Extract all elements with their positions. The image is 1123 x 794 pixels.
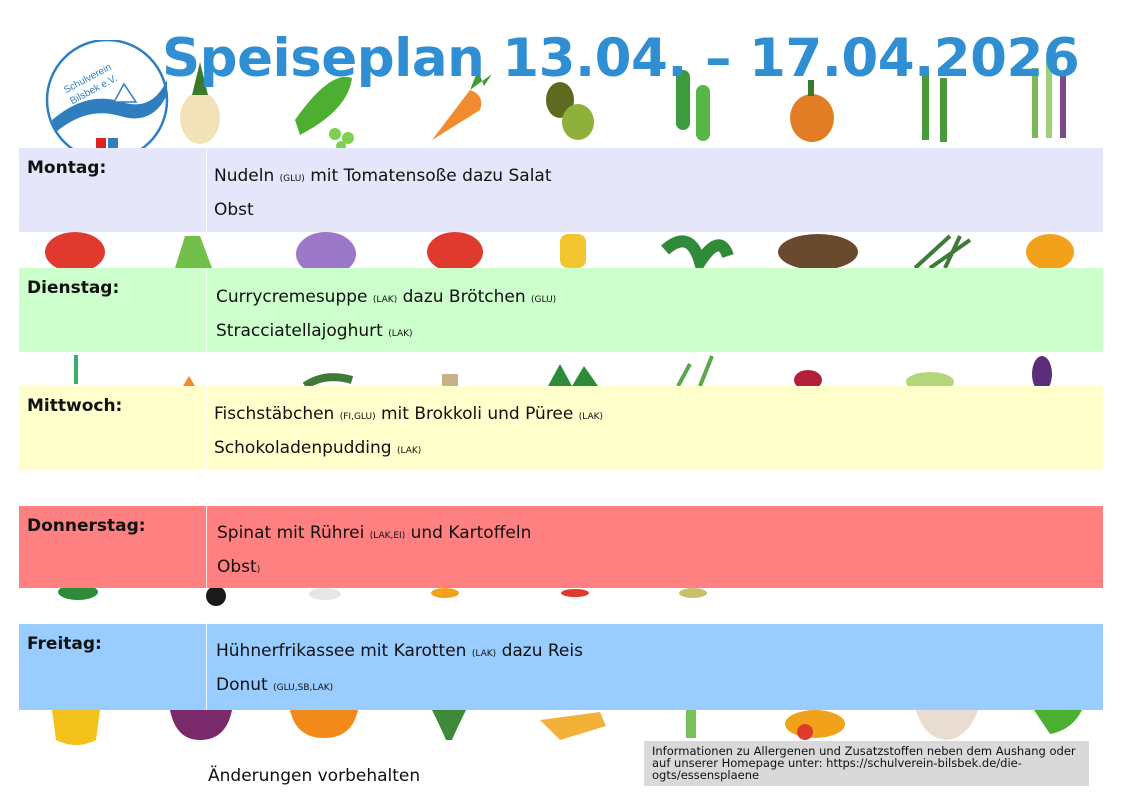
broccoli-icon [548, 364, 598, 386]
dessert-text: Obst [217, 557, 257, 577]
dessert-text: Schokoladenpudding [214, 438, 397, 458]
broccoli-bottom-icon [432, 710, 466, 740]
onion-orange-icon [790, 80, 834, 142]
day-row-freitag: Freitag: Hühnerfrikassee mit Karotten (L… [19, 624, 1103, 710]
small-carrot-icon [183, 376, 195, 386]
allergen-info-box: Informationen zu Allergenen und Zusatzst… [644, 741, 1089, 786]
asparagus-purple-icon [1032, 60, 1066, 138]
meal-text-rest: mit Brokkoli und Püree [375, 404, 579, 424]
orange-veg-icon [431, 588, 459, 598]
meal-dessert: Obst) [217, 557, 260, 577]
tomato-icon [45, 232, 105, 272]
day-row-donnerstag: Donnerstag: Spinat mit Rührei (LAK,EI) u… [19, 506, 1103, 588]
changes-note: Änderungen vorbehalten [208, 766, 421, 786]
day-row-dienstag: Dienstag: Currycremesuppe (LAK) dazu Brö… [19, 268, 1103, 352]
meal-dessert: Stracciatellajoghurt (LAK) [216, 321, 413, 341]
dessert-text: Stracciatellajoghurt [216, 321, 389, 341]
meal-text-rest: dazu Reis [496, 641, 583, 661]
dessert-text: Obst [214, 200, 254, 220]
allergen-label: ) [256, 565, 261, 575]
rosemary-icon [913, 234, 972, 270]
meal-text-rest: mit Tomatensoße dazu Salat [304, 166, 552, 186]
asparagus-icon [922, 70, 947, 142]
eggplant-icon [1032, 356, 1052, 392]
meal-main: Currycremesuppe (LAK) dazu Brötchen (GLU… [216, 287, 556, 307]
meal-text: Nudeln [214, 166, 280, 186]
day-label: Freitag: [27, 634, 102, 654]
meal-dessert: Obst [214, 200, 254, 220]
broccoli-small-icon [58, 584, 98, 600]
olive-icon [546, 82, 594, 140]
meal-text-rest: und Kartoffeln [405, 523, 532, 543]
meal-text: Currycremesuppe [216, 287, 373, 307]
row-divider [206, 268, 207, 352]
page-title: Speiseplan 13.04. – 17.04.2026 [162, 28, 1080, 89]
row-divider [206, 624, 207, 710]
allergen-label: (LAK) [471, 649, 497, 659]
herb-icon [302, 373, 354, 390]
row-divider [206, 148, 207, 232]
onion-icon [180, 62, 220, 144]
schulverein-logo: Schulverein Bilsbek e.V. [45, 40, 169, 160]
row-divider [206, 506, 207, 588]
allergen-label: (LAK) [388, 329, 413, 339]
allergen-label: (LAK) [396, 446, 422, 456]
leek-bottom-icon [686, 710, 696, 738]
mushroom-icon [442, 374, 458, 386]
meal-dessert: Donut (GLU,SB,LAK) [216, 675, 333, 695]
meal-text-rest: dazu Brötchen [397, 287, 532, 307]
meal-text: Spinat mit Rührei [217, 523, 370, 543]
meal-main: Spinat mit Rührei (LAK,EI) und Kartoffel… [217, 523, 531, 543]
dessert-text: Donut [216, 675, 274, 695]
dill-icon [676, 355, 714, 387]
cabbage-red-icon [170, 710, 232, 740]
meal-main: Nudeln (GLU) mit Tomatensoße dazu Salat [214, 166, 552, 186]
allergen-label: (LAK,EI) [369, 531, 406, 541]
day-row-mittwoch: Mittwoch: Fischstäbchen (FI,GLU) mit Bro… [19, 386, 1103, 470]
row-divider [206, 386, 207, 470]
spinach-icon [661, 235, 734, 277]
meal-text: Fischstäbchen [214, 404, 340, 424]
meal-text: Hühnerfrikassee mit Karotten [216, 641, 472, 661]
tomato-small-icon [561, 589, 589, 597]
day-label: Donnerstag: [27, 516, 146, 536]
corn-icon [560, 234, 586, 268]
allergen-label-2: (GLU) [531, 295, 557, 305]
beans-icon [206, 586, 226, 606]
allergen-label: (LAK) [372, 295, 398, 305]
carrot-icon [432, 70, 492, 140]
meal-main: Fischstäbchen (FI,GLU) mit Brokkoli und … [214, 404, 603, 424]
celery-icon [175, 236, 212, 268]
allergen-label-2: (LAK) [578, 412, 604, 422]
radish-icon [794, 370, 822, 390]
artichoke-icon [296, 232, 356, 276]
turnip-icon [916, 710, 978, 740]
meal-main: Hühnerfrikassee mit Karotten (LAK) dazu … [216, 641, 583, 661]
squash-icon [679, 588, 707, 598]
allergen-label: (FI,GLU) [339, 412, 376, 422]
tomato-bottom-icon [797, 724, 813, 740]
pumpkin-icon [1026, 234, 1074, 270]
pumpkin-bottom-icon [785, 710, 845, 738]
day-row-montag: Montag: Nudeln (GLU) mit Tomatensoße daz… [19, 148, 1103, 232]
garlic-icon [309, 588, 341, 600]
day-label: Dienstag: [27, 278, 120, 298]
cucumber-icon [676, 70, 710, 141]
pumpkin-orange-icon [290, 710, 358, 738]
meal-dessert: Schokoladenpudding (LAK) [214, 438, 421, 458]
potato-icon [778, 234, 858, 270]
allergen-label: (GLU,SB,LAK) [273, 683, 334, 693]
allergen-label: (GLU) [279, 174, 305, 184]
pepper-yellow-icon [52, 710, 100, 745]
tomato-red-icon [427, 232, 483, 272]
peas-bottom-icon [1034, 710, 1082, 734]
day-label: Montag: [27, 158, 107, 178]
ginger-icon [540, 712, 606, 740]
day-label: Mittwoch: [27, 396, 123, 416]
